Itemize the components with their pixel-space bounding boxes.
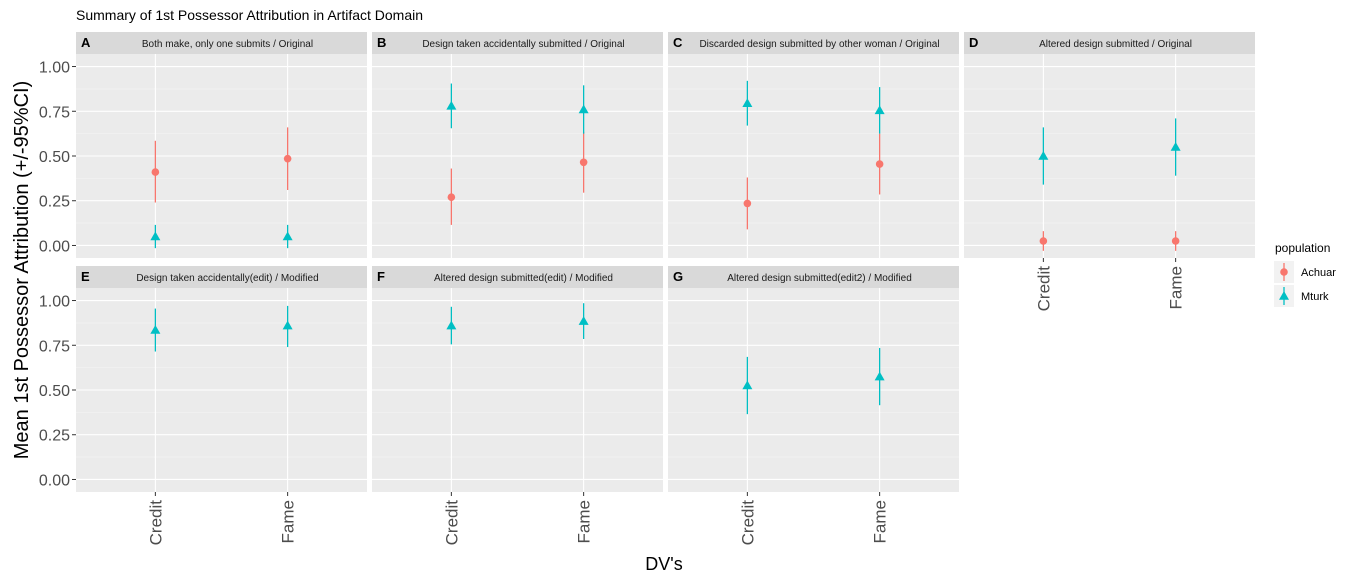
x-tick-label: Credit bbox=[146, 500, 165, 546]
data-point-mturk bbox=[874, 105, 885, 115]
legend-key-achuar bbox=[1280, 268, 1288, 276]
y-tick-label: 0.50 bbox=[39, 383, 70, 400]
data-point-mturk bbox=[446, 320, 457, 330]
x-tick-label: Fame bbox=[279, 500, 298, 543]
legend-title: population bbox=[1275, 241, 1330, 255]
facet-title: Both make, only one submits / Original bbox=[142, 39, 313, 50]
facet-strip bbox=[964, 32, 1255, 54]
y-tick-label: 0.75 bbox=[39, 338, 70, 355]
facet-panel-f: F Altered design submitted(edit) / Modifi… bbox=[372, 266, 663, 545]
facet-strip bbox=[76, 266, 367, 288]
x-tick-label: Fame bbox=[575, 500, 594, 543]
facet-panel-d: D Altered design submitted / Original Cred… bbox=[964, 32, 1255, 311]
data-point-mturk bbox=[578, 316, 589, 325]
facet-title: Altered design submitted(edit2) / Modifi… bbox=[727, 273, 912, 284]
facet-title: Altered design submitted / Original bbox=[1039, 39, 1192, 50]
data-point-mturk bbox=[150, 325, 161, 334]
facet-panel-g: G Altered design submitted(edit2) / Modif… bbox=[668, 266, 959, 545]
facet-letter: B bbox=[377, 35, 386, 50]
facet-title: Altered design submitted(edit) / Modifie… bbox=[434, 273, 613, 284]
facet-panel-c: C Discarded design submitted by other wom… bbox=[668, 32, 959, 258]
data-point-achuar bbox=[1039, 237, 1048, 245]
facet-title: Design taken accidentally(edit) / Modifi… bbox=[136, 273, 318, 284]
y-tick-label: 0.75 bbox=[39, 104, 70, 121]
data-point-mturk bbox=[446, 100, 457, 110]
facet-title: Design taken accidentally submitted / Or… bbox=[422, 39, 624, 50]
x-tick-label: Credit bbox=[442, 500, 461, 546]
facet-letter: G bbox=[673, 269, 683, 284]
data-point-mturk bbox=[282, 320, 293, 330]
facet-strip bbox=[372, 266, 663, 288]
data-point-achuar bbox=[1171, 237, 1180, 245]
data-point-achuar bbox=[743, 199, 752, 208]
chart-title: Summary of 1st Possessor Attribution in … bbox=[76, 7, 423, 23]
data-point-achuar bbox=[283, 154, 292, 163]
x-axis-label: DV's bbox=[645, 554, 682, 574]
data-point-mturk bbox=[1170, 142, 1181, 151]
facets-layer: A Both make, only one submits / Original 0… bbox=[39, 32, 1255, 545]
y-tick-label: 0.25 bbox=[39, 194, 70, 211]
facet-strip bbox=[668, 32, 959, 54]
data-point-achuar bbox=[447, 193, 456, 201]
legend-label-mturk: Mturk bbox=[1301, 291, 1329, 303]
y-tick-label: 0.00 bbox=[39, 238, 70, 255]
y-axis-label: Mean 1st Possessor Attribution (+/-95%CI… bbox=[11, 81, 33, 460]
data-point-mturk bbox=[282, 231, 293, 241]
y-tick-label: 1.00 bbox=[39, 60, 70, 77]
data-point-mturk bbox=[742, 380, 753, 390]
facet-letter: E bbox=[81, 269, 90, 284]
legend-label-achuar: Achuar bbox=[1301, 267, 1336, 279]
x-tick-label: Credit bbox=[1034, 266, 1053, 312]
x-tick-label: Fame bbox=[1167, 266, 1186, 309]
data-point-achuar bbox=[151, 168, 160, 176]
facet-strip bbox=[668, 266, 959, 288]
facet-letter: D bbox=[969, 35, 978, 50]
facet-letter: C bbox=[673, 35, 683, 50]
data-point-mturk bbox=[578, 104, 589, 114]
y-tick-label: 1.00 bbox=[39, 294, 70, 311]
facet-letter: A bbox=[81, 35, 91, 50]
data-point-mturk bbox=[874, 371, 885, 381]
facet-panel-e: E Design taken accidentally(edit) / Modif… bbox=[39, 266, 367, 545]
y-tick-label: 0.00 bbox=[39, 472, 70, 489]
legend-key-mturk bbox=[1279, 291, 1289, 300]
legend: population Achuar Mturk bbox=[1274, 241, 1336, 307]
facet-panel-a: A Both make, only one submits / Original 0… bbox=[39, 32, 367, 258]
x-tick-label: Credit bbox=[738, 500, 757, 546]
data-point-achuar bbox=[875, 160, 884, 168]
facet-strip bbox=[372, 32, 663, 54]
y-tick-label: 0.50 bbox=[39, 149, 70, 166]
y-tick-label: 0.25 bbox=[39, 428, 70, 445]
data-point-mturk bbox=[150, 231, 161, 241]
facet-title: Discarded design submitted by other woma… bbox=[699, 39, 939, 50]
data-point-mturk bbox=[1038, 151, 1049, 160]
data-point-mturk bbox=[742, 98, 753, 107]
facet-panel-b: B Design taken accidentally submitted / O… bbox=[372, 32, 663, 258]
facet-strip bbox=[76, 32, 367, 54]
facet-letter: F bbox=[377, 269, 385, 284]
data-point-achuar bbox=[579, 158, 588, 167]
x-tick-label: Fame bbox=[871, 500, 890, 543]
